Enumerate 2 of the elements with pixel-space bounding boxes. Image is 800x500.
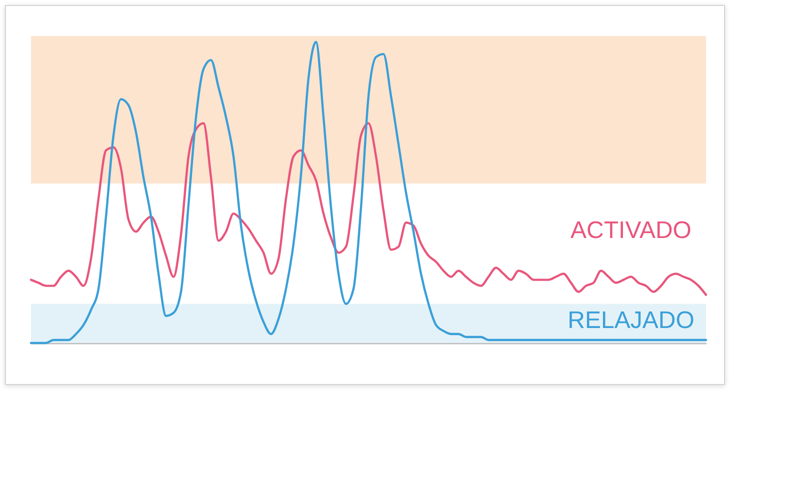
series-label: ACTIVADO: [570, 216, 692, 244]
series-label: RELAJADO: [568, 306, 694, 334]
